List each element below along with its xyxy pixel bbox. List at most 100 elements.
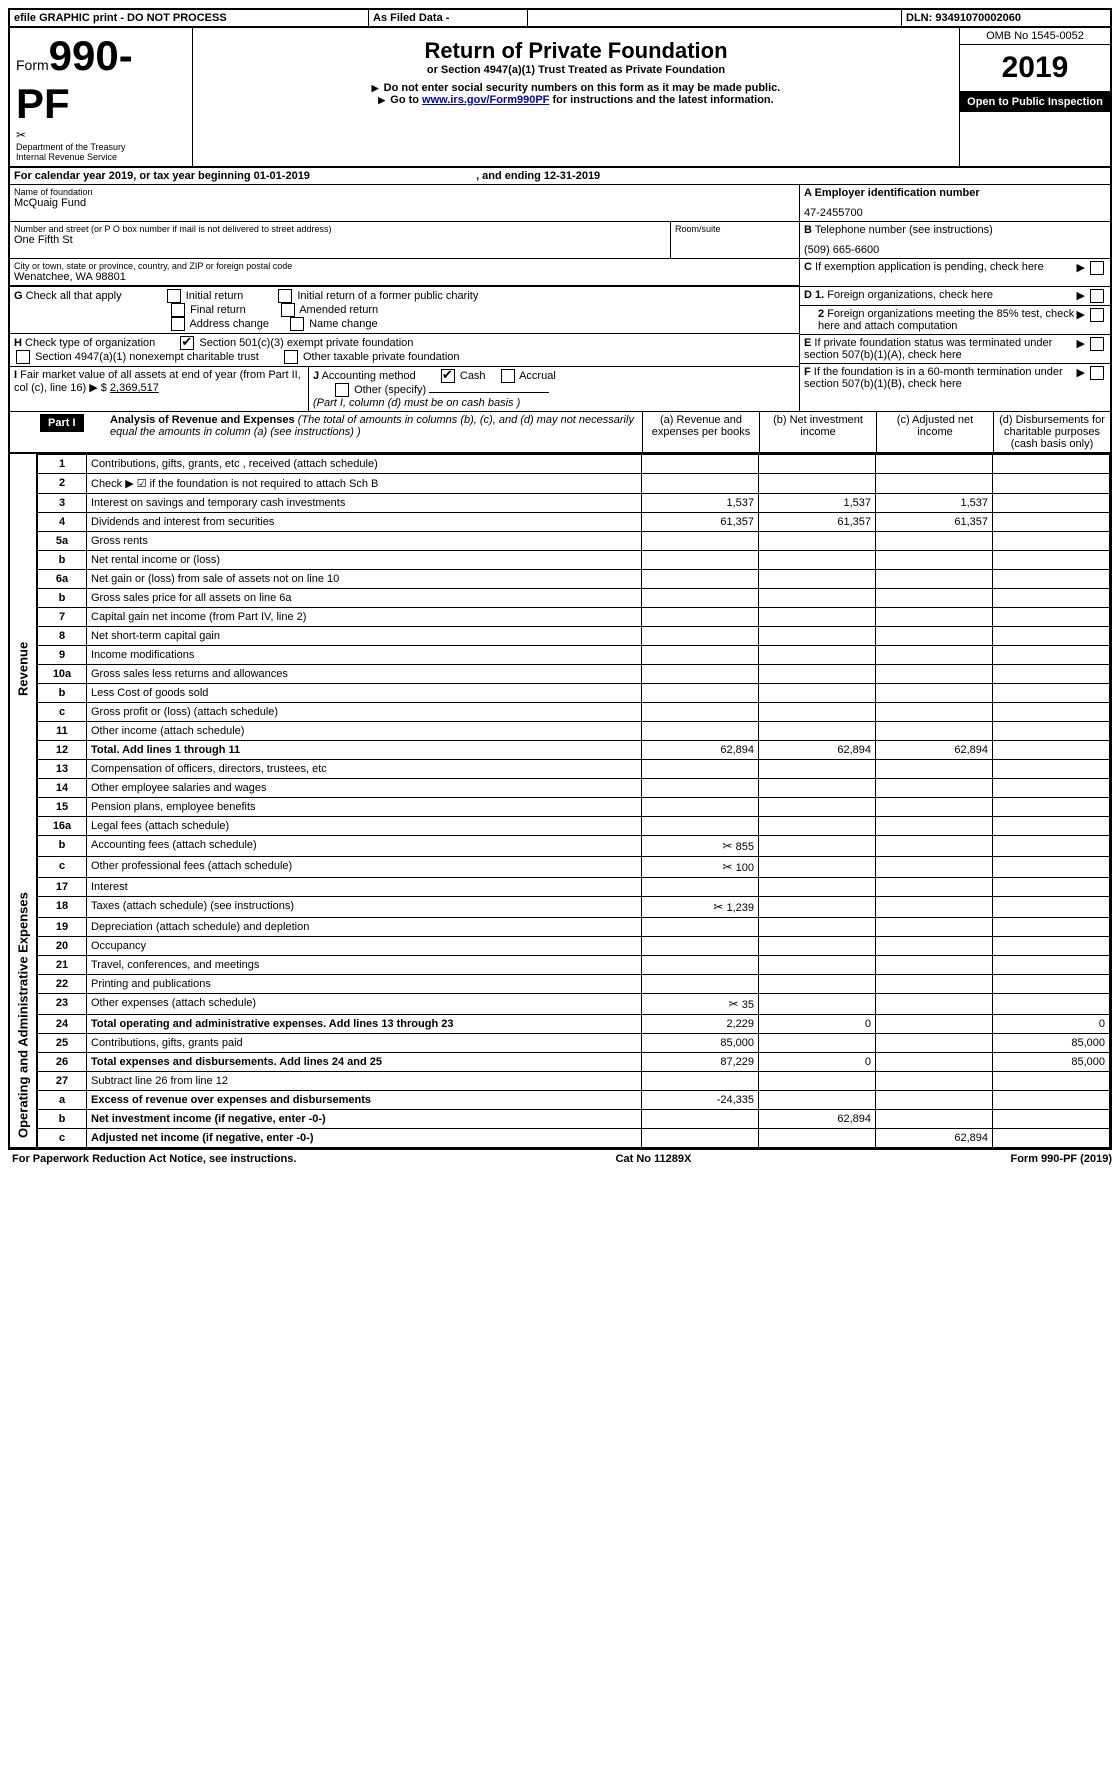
row-col-d xyxy=(993,956,1110,975)
form-title: Return of Private Foundation xyxy=(199,38,953,64)
g-opt2: Final return xyxy=(190,304,246,316)
row-col-a: 62,894 xyxy=(642,741,759,760)
footer-right: Form 990-PF (2019) xyxy=(1010,1153,1112,1165)
row-col-b: 0 xyxy=(759,1015,876,1034)
row-desc: Total expenses and disbursements. Add li… xyxy=(87,1053,642,1072)
title-block: Return of Private Foundation or Section … xyxy=(193,28,959,166)
h-4947-checkbox[interactable] xyxy=(16,350,30,364)
h-501c3-checkbox[interactable] xyxy=(180,336,194,350)
table-row: 3Interest on savings and temporary cash … xyxy=(38,494,1110,513)
pending-checkbox[interactable] xyxy=(1090,261,1104,275)
col-b-header: (b) Net investment income xyxy=(760,412,877,452)
row-col-d xyxy=(993,646,1110,665)
row-col-a xyxy=(642,608,759,627)
e-text: If private foundation status was termina… xyxy=(804,337,1052,361)
row-num: 14 xyxy=(38,779,87,798)
row-col-c xyxy=(876,570,993,589)
table-row: cOther professional fees (attach schedul… xyxy=(38,857,1110,878)
j-block: J Accounting method Cash Accrual Other (… xyxy=(309,367,799,411)
j-accrual-checkbox[interactable] xyxy=(501,369,515,383)
g-amended-checkbox[interactable] xyxy=(281,303,295,317)
row-col-d xyxy=(993,665,1110,684)
row-num: 15 xyxy=(38,798,87,817)
row-desc: Other employee salaries and wages xyxy=(87,779,642,798)
row-col-c xyxy=(876,1072,993,1091)
irs-link[interactable]: www.irs.gov/Form990PF xyxy=(422,94,549,106)
id-left: Name of foundation McQuaig Fund Number a… xyxy=(10,185,799,286)
table-row: 5aGross rents xyxy=(38,532,1110,551)
row-desc: Other professional fees (attach schedule… xyxy=(87,857,642,878)
h-other-checkbox[interactable] xyxy=(284,350,298,364)
row-col-a xyxy=(642,551,759,570)
row-col-a xyxy=(642,1129,759,1148)
row-num: b xyxy=(38,836,87,857)
row-col-d xyxy=(993,608,1110,627)
row-desc: Printing and publications xyxy=(87,975,642,994)
row-col-c xyxy=(876,703,993,722)
g-address-checkbox[interactable] xyxy=(171,317,185,331)
row-col-b xyxy=(759,703,876,722)
row-col-c xyxy=(876,608,993,627)
pending-block: C If exemption application is pending, c… xyxy=(800,259,1110,277)
efile-notice: efile GRAPHIC print - DO NOT PROCESS xyxy=(10,10,369,26)
row-desc: Contributions, gifts, grants, etc , rece… xyxy=(87,455,642,474)
asfiled-label: As Filed Data - xyxy=(369,10,528,26)
row-col-b xyxy=(759,474,876,494)
j-accrual: Accrual xyxy=(519,370,556,382)
row-col-d xyxy=(993,703,1110,722)
row-desc: Check ▶ ☑ if the foundation is not requi… xyxy=(87,474,642,494)
note2-prefix: Go to xyxy=(390,94,422,106)
h-opt2: Section 4947(a)(1) nonexempt charitable … xyxy=(35,351,259,363)
row-col-d xyxy=(993,798,1110,817)
g-initial-checkbox[interactable] xyxy=(167,289,181,303)
form-number-line: Form990-PF xyxy=(16,32,186,128)
i-value: 2,369,517 xyxy=(110,382,159,394)
row-col-b xyxy=(759,532,876,551)
row-col-b xyxy=(759,551,876,570)
table-row: 4Dividends and interest from securities6… xyxy=(38,513,1110,532)
row-col-d xyxy=(993,975,1110,994)
row-col-b xyxy=(759,956,876,975)
j-other-checkbox[interactable] xyxy=(335,383,349,397)
table-row: 2Check ▶ ☑ if the foundation is not requ… xyxy=(38,474,1110,494)
table-row: 11Other income (attach schedule) xyxy=(38,722,1110,741)
part1-header: Part I Analysis of Revenue and Expenses … xyxy=(10,411,1110,454)
row-col-d xyxy=(993,760,1110,779)
row-col-b xyxy=(759,918,876,937)
e-checkbox[interactable] xyxy=(1090,337,1104,351)
table-row: 6aNet gain or (loss) from sale of assets… xyxy=(38,570,1110,589)
d2-checkbox[interactable] xyxy=(1090,308,1104,322)
j-note: (Part I, column (d) must be on cash basi… xyxy=(313,397,520,409)
table-row: 7Capital gain net income (from Part IV, … xyxy=(38,608,1110,627)
revenue-label: Revenue xyxy=(10,454,36,884)
g-name-checkbox[interactable] xyxy=(290,317,304,331)
table-row: 22Printing and publications xyxy=(38,975,1110,994)
phone-label: B Telephone number (see instructions) xyxy=(804,224,1106,236)
row-col-d xyxy=(993,836,1110,857)
year-block: OMB No 1545-0052 2019 Open to Public Ins… xyxy=(959,28,1110,166)
g-initial-former-checkbox[interactable] xyxy=(278,289,292,303)
addr-row: Number and street (or P O box number if … xyxy=(10,222,799,259)
row-desc: Net short-term capital gain xyxy=(87,627,642,646)
g-text: Check all that apply xyxy=(26,290,122,302)
row-col-c xyxy=(876,937,993,956)
table-row: 15Pension plans, employee benefits xyxy=(38,798,1110,817)
f-checkbox[interactable] xyxy=(1090,366,1104,380)
j-cash-checkbox[interactable] xyxy=(441,369,455,383)
row-num: 19 xyxy=(38,918,87,937)
topbar-spacer xyxy=(528,10,901,26)
row-col-c: 62,894 xyxy=(876,1129,993,1148)
row-num: 16a xyxy=(38,817,87,836)
ein-value: 47-2455700 xyxy=(804,207,1106,219)
row-col-d xyxy=(993,897,1110,918)
row-num: b xyxy=(38,1110,87,1129)
j-other: Other (specify) xyxy=(354,384,426,396)
goto-note: Go to www.irs.gov/Form990PF for instruct… xyxy=(199,94,953,106)
table-row: 13Compensation of officers, directors, t… xyxy=(38,760,1110,779)
row-desc: Gross profit or (loss) (attach schedule) xyxy=(87,703,642,722)
table-row: 21Travel, conferences, and meetings xyxy=(38,956,1110,975)
row-col-c xyxy=(876,1053,993,1072)
g-final-checkbox[interactable] xyxy=(171,303,185,317)
row-col-d: 0 xyxy=(993,1015,1110,1034)
d1-checkbox[interactable] xyxy=(1090,289,1104,303)
